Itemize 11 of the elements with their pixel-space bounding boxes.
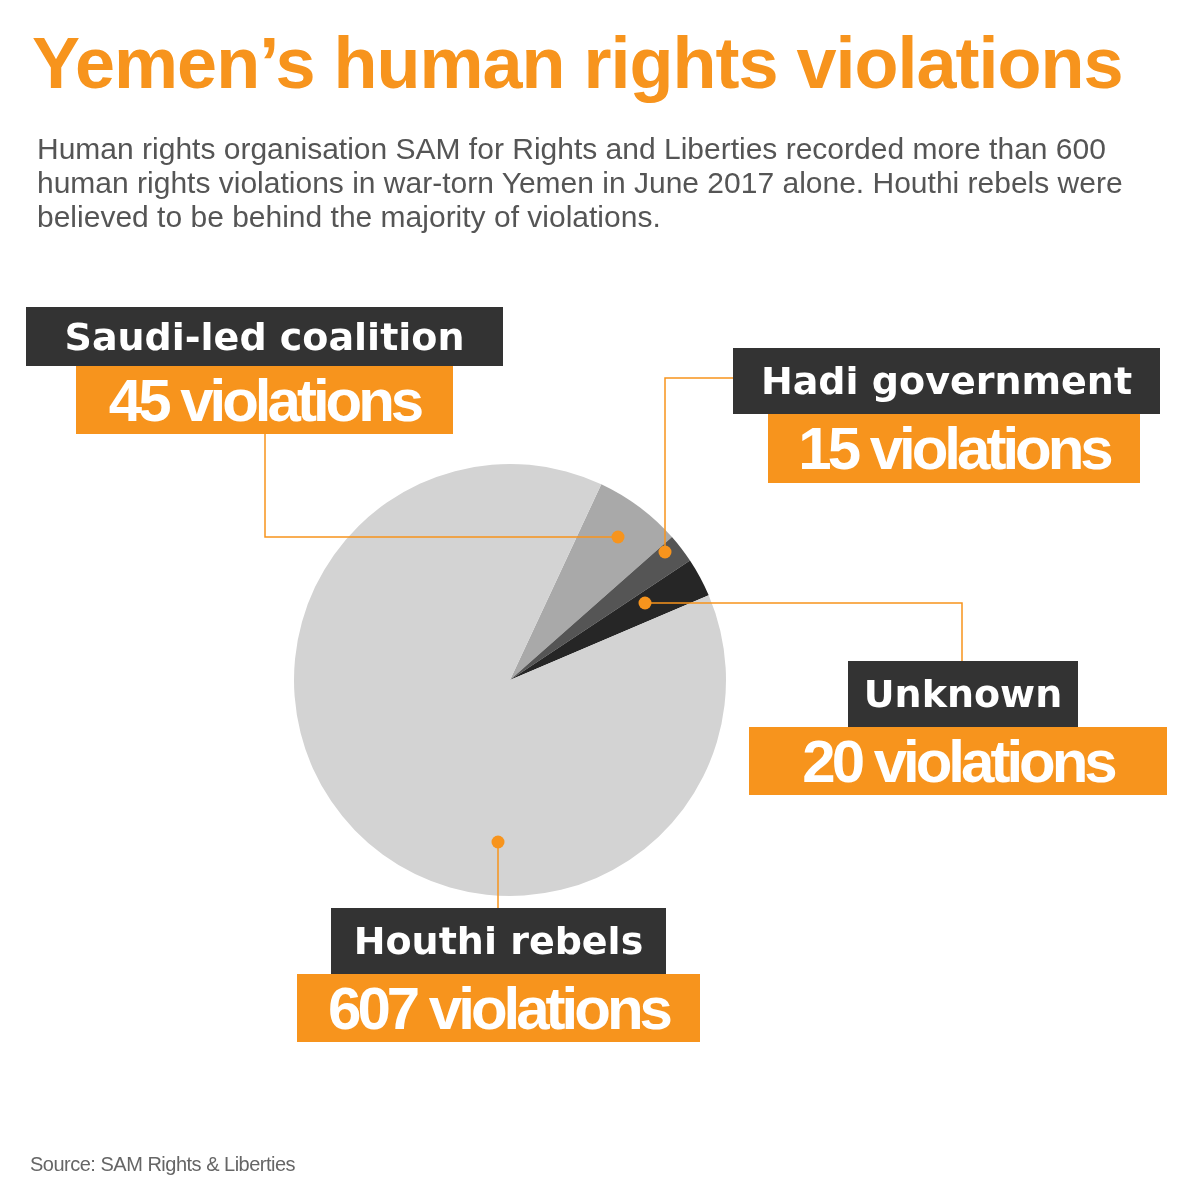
- slice-label: Houthi rebels: [331, 908, 666, 974]
- slice-label: Hadi government: [733, 348, 1160, 414]
- slice-label: Unknown: [848, 661, 1078, 727]
- source-note: Source: SAM Rights & Liberties: [30, 1153, 296, 1176]
- chart-title: Yemen’s human rights violations: [32, 22, 1123, 104]
- data-label: 607 violations: [297, 974, 700, 1042]
- chart-subtitle: Human rights organisation SAM for Rights and Liberties recorded more than 600 human rights violations in war-torn Yemen in June 2017 alone. Houthi rebels were believed to be behind the majority of violations.: [37, 132, 1124, 234]
- data-label: 15 violations: [768, 414, 1140, 483]
- data-label: 45 violations: [76, 366, 453, 434]
- data-label: 20 violations: [749, 727, 1167, 795]
- slice-label: Saudi-led coalition: [26, 307, 503, 366]
